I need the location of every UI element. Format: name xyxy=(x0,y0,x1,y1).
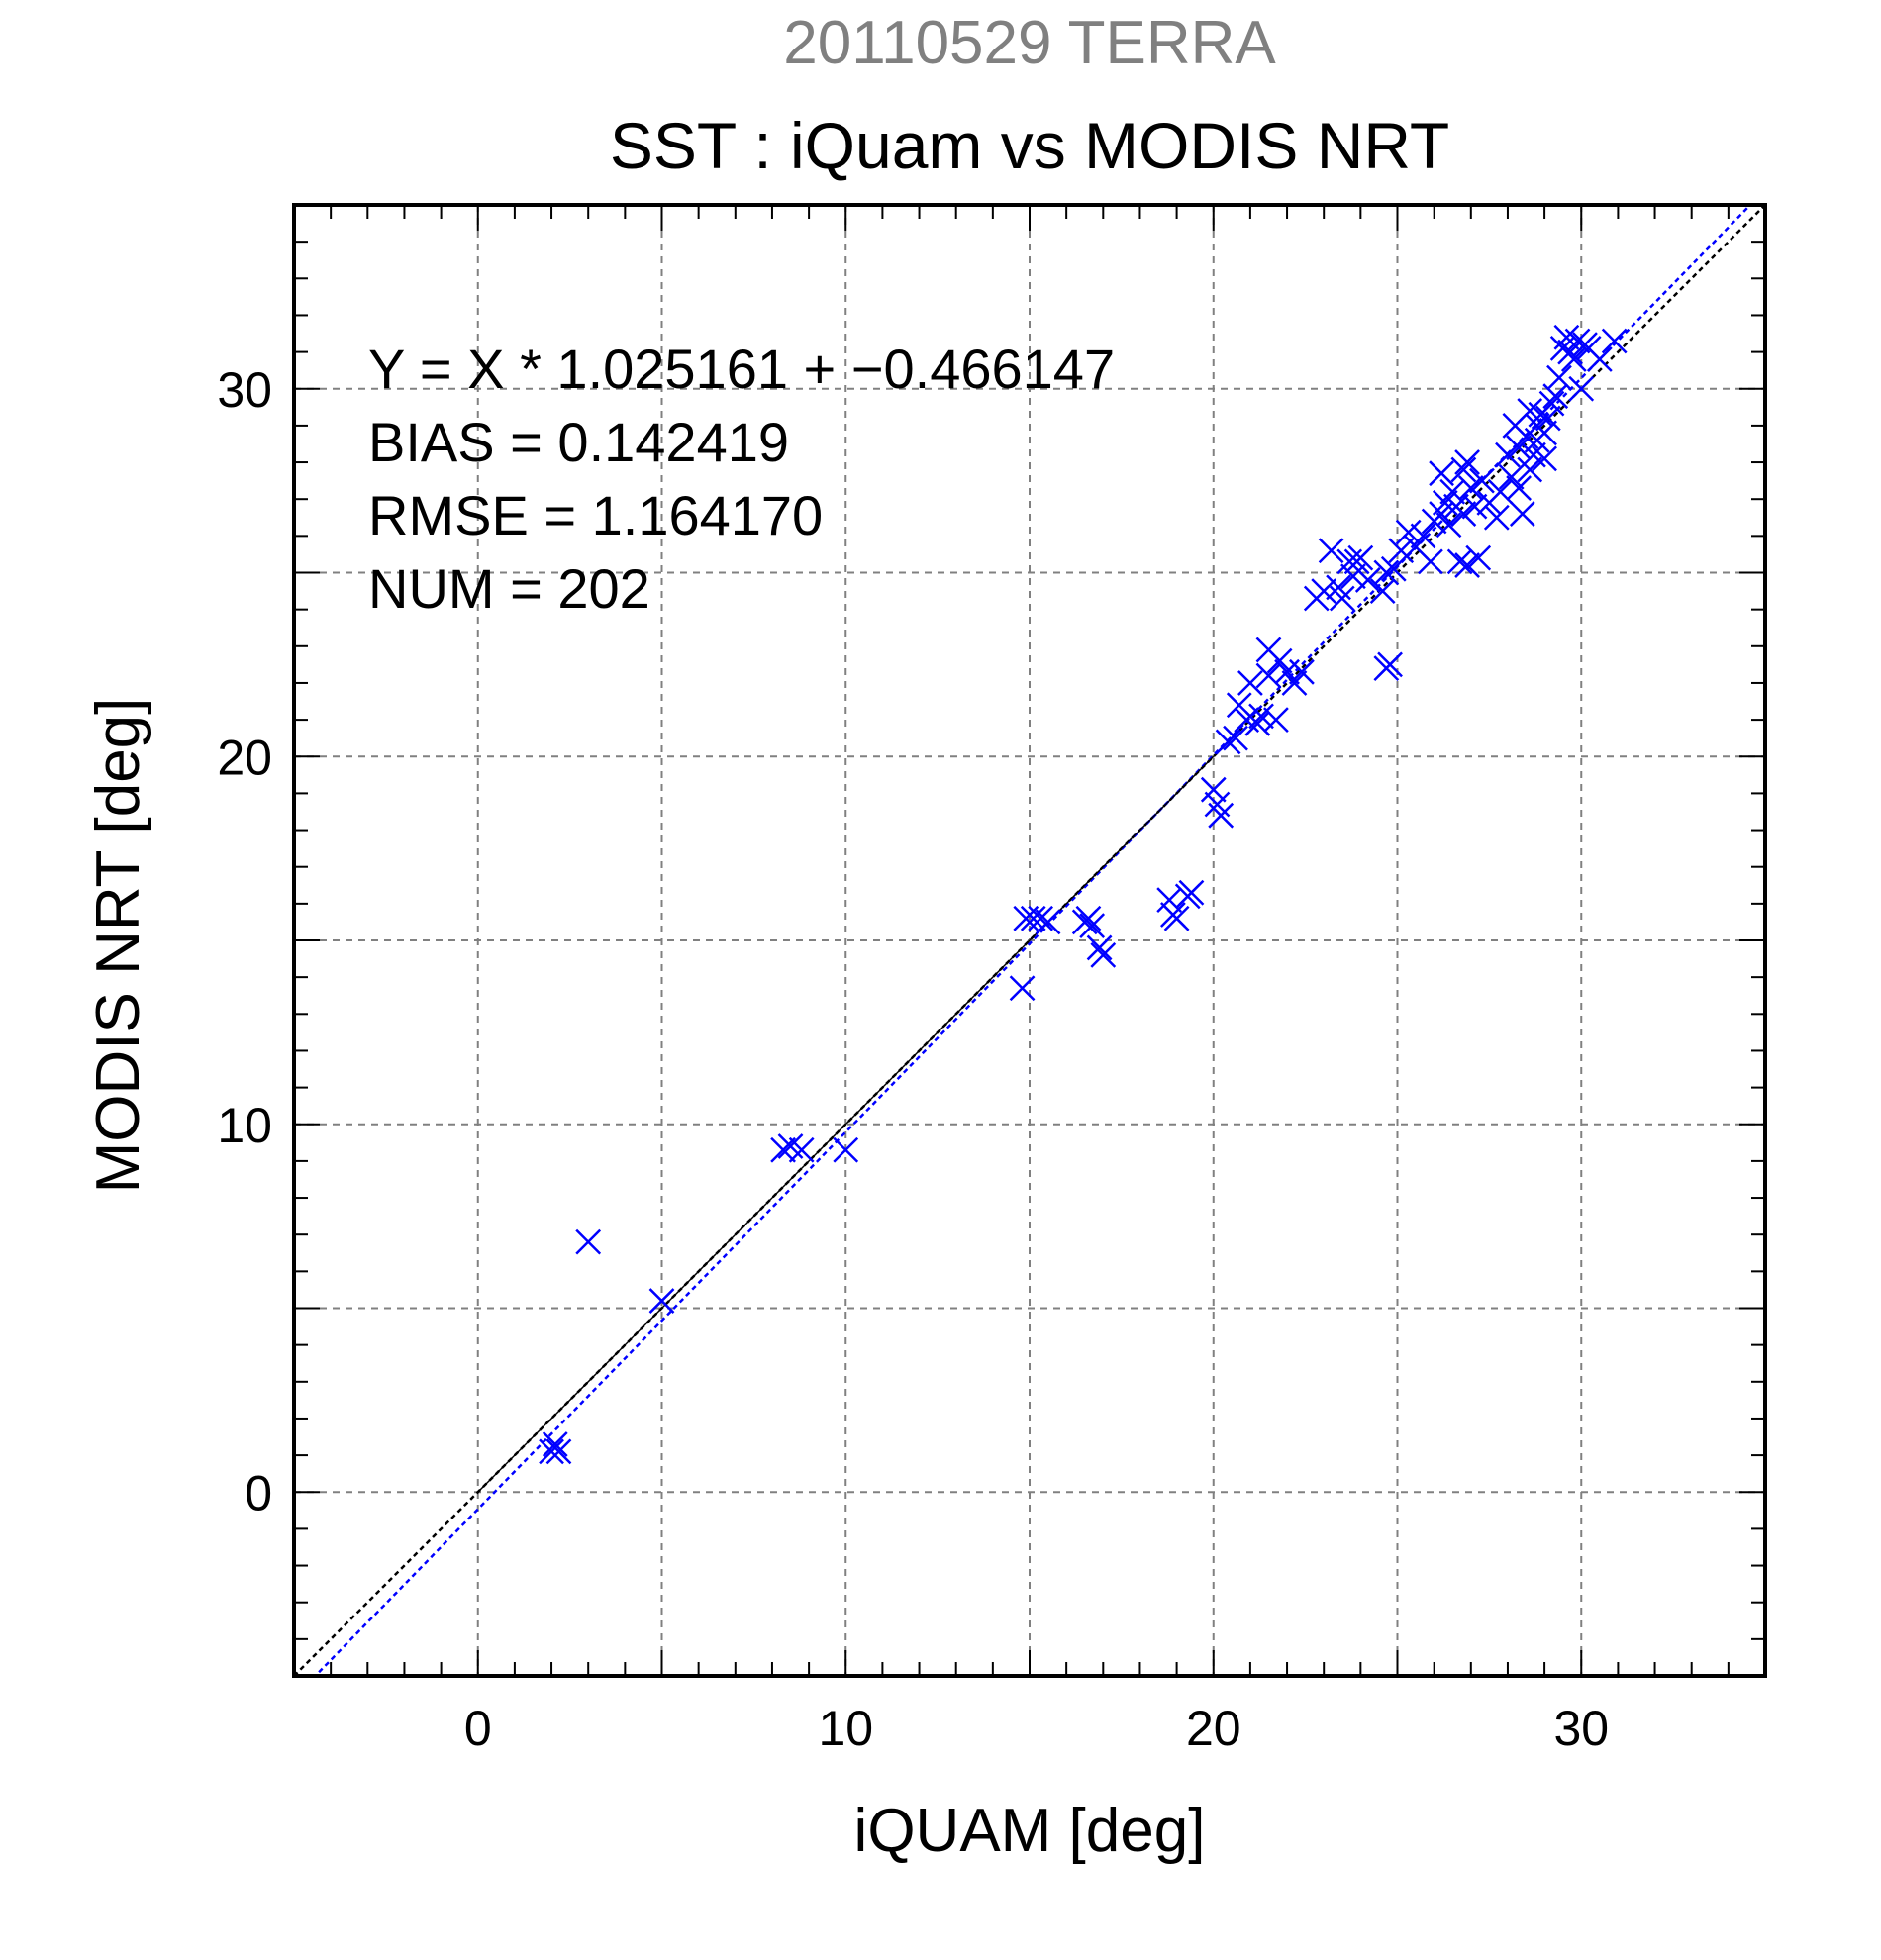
data-point xyxy=(1028,905,1054,931)
data-point xyxy=(542,1431,568,1457)
data-point xyxy=(1429,460,1454,487)
data-point xyxy=(1075,905,1102,931)
data-point xyxy=(1255,662,1282,689)
tick-labels: 0 10 20 30 0 10 20 30 xyxy=(217,362,1609,1756)
data-point xyxy=(1506,435,1532,461)
y-tick-label: 20 xyxy=(217,730,272,785)
data-point xyxy=(1079,913,1106,939)
data-point xyxy=(1395,519,1422,545)
data-point xyxy=(1289,658,1315,685)
data-point xyxy=(1586,346,1613,372)
chart-subtitle: 20110529 TERRA xyxy=(783,9,1276,77)
data-point xyxy=(1377,651,1403,678)
chart-title: SST : iQuam vs MODIS NRT xyxy=(610,109,1449,182)
data-point xyxy=(1517,456,1543,483)
data-point xyxy=(1546,364,1572,391)
y-axis-label: MODIS NRT [deg] xyxy=(84,698,152,1194)
data-point xyxy=(1263,707,1289,733)
data-point xyxy=(1318,538,1344,564)
data-point xyxy=(1373,559,1400,586)
data-points xyxy=(539,324,1628,1465)
grid-lines xyxy=(294,205,1765,1676)
data-point xyxy=(1457,475,1484,501)
identity-segment xyxy=(477,755,1215,1493)
statistics-annotation: Y = X * 1.025161 + −0.466147 BIAS = 0.14… xyxy=(368,338,1115,620)
data-point xyxy=(1009,975,1036,1002)
data-point xyxy=(1461,493,1488,520)
num-label: NUM = 202 xyxy=(368,557,650,620)
y-tick-label: 10 xyxy=(217,1098,272,1153)
data-point xyxy=(770,1136,796,1163)
data-point xyxy=(575,1228,602,1255)
regression-equation-label: Y = X * 1.025161 + −0.466147 xyxy=(368,338,1115,400)
data-point xyxy=(1163,905,1190,931)
data-point xyxy=(1090,941,1117,968)
data-point xyxy=(1469,467,1495,494)
data-point xyxy=(1266,647,1293,674)
data-point xyxy=(1450,501,1477,527)
data-point xyxy=(1340,563,1366,590)
axes xyxy=(292,203,1767,1678)
data-point xyxy=(1215,729,1241,755)
data-point xyxy=(545,1438,572,1465)
data-point xyxy=(1086,934,1113,961)
data-point xyxy=(1534,405,1561,432)
data-point xyxy=(1388,538,1415,564)
y-tick-label: 30 xyxy=(217,362,272,418)
data-point xyxy=(788,1136,815,1163)
data-point xyxy=(1483,504,1510,531)
data-point xyxy=(1238,670,1263,696)
data-point xyxy=(1568,375,1595,402)
data-point xyxy=(1274,658,1300,685)
data-point xyxy=(1380,555,1407,582)
x-tick-label: 20 xyxy=(1186,1701,1241,1756)
data-point xyxy=(1454,449,1480,475)
data-point xyxy=(1450,456,1477,483)
data-point xyxy=(1454,552,1480,578)
data-point xyxy=(539,1438,564,1465)
data-point xyxy=(1418,548,1443,575)
data-point xyxy=(1410,523,1436,549)
data-point xyxy=(1311,578,1337,604)
data-point xyxy=(1200,776,1227,803)
data-point xyxy=(1208,802,1235,829)
data-point xyxy=(1354,567,1381,593)
x-tick-label: 0 xyxy=(464,1701,492,1756)
x-tick-label: 30 xyxy=(1553,1701,1609,1756)
data-point xyxy=(1347,544,1374,571)
x-axis-label: iQUAM [deg] xyxy=(854,1797,1206,1865)
data-point xyxy=(1465,544,1492,571)
data-point xyxy=(1369,578,1396,604)
data-point xyxy=(1498,464,1525,490)
data-point xyxy=(648,1288,675,1314)
bias-label: BIAS = 0.142419 xyxy=(368,411,789,473)
data-point xyxy=(1601,328,1628,354)
data-point xyxy=(1156,887,1183,914)
data-point xyxy=(1446,548,1473,575)
x-tick-label: 10 xyxy=(818,1701,873,1756)
data-point xyxy=(1436,512,1462,539)
data-point xyxy=(1564,328,1591,354)
data-point xyxy=(1506,475,1532,501)
data-point xyxy=(1329,585,1355,612)
data-point xyxy=(1223,725,1248,751)
data-point xyxy=(1532,420,1557,446)
data-point xyxy=(1509,501,1535,527)
data-point xyxy=(1178,879,1205,906)
data-point xyxy=(1020,905,1046,931)
data-point xyxy=(1538,390,1565,417)
rmse-label: RMSE = 1.164170 xyxy=(368,484,823,546)
data-point xyxy=(833,1136,859,1163)
data-point xyxy=(1248,703,1274,730)
data-point xyxy=(1035,909,1061,935)
data-point xyxy=(1532,445,1557,472)
y-tick-label: 0 xyxy=(245,1465,272,1520)
data-point xyxy=(1281,670,1308,696)
